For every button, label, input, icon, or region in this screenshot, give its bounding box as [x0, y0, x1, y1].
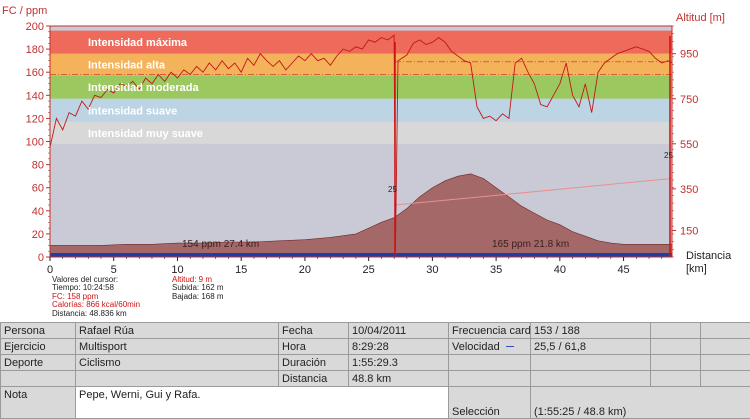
right-tick-label: 950 [680, 49, 698, 61]
right-tick-label: 750 [680, 94, 698, 106]
deporte-value[interactable]: Ciclismo [76, 355, 279, 371]
right-tick-label: 150 [680, 225, 698, 237]
x-tick-label: 40 [554, 264, 566, 276]
left-tick-label: 0 [38, 252, 44, 264]
distancia-label: Distancia [279, 371, 349, 387]
annotation-2: 165 ppm 21.8 km [492, 239, 569, 250]
x-tick-label: 45 [617, 264, 629, 276]
heart-rate-chart[interactable]: Intensidad máxima Intensidad alta Intensid… [0, 0, 750, 322]
left-tick-label: 140 [26, 90, 44, 102]
left-tick-label: 200 [26, 21, 44, 33]
left-axis-label: FC / ppm [2, 5, 47, 17]
left-tick-label: 40 [32, 206, 44, 218]
velocidad-legend-line [506, 346, 514, 347]
exercise-info-table: Persona Rafael Rúa Fecha 10/04/2011 Frec… [0, 322, 750, 419]
velocidad-cell: Velocidad [449, 339, 531, 355]
x-tick-label: 35 [490, 264, 502, 276]
left-tick-label: 120 [26, 113, 44, 125]
cursor-distancia: Distancia: 48.836 km [52, 310, 140, 318]
seleccion-value: (1:55:25 / 48.8 km) [531, 387, 750, 419]
seleccion-label: Selección [449, 387, 531, 419]
annotation-3: 25 [388, 185, 397, 194]
hora-label: Hora [279, 339, 349, 355]
zone-label-0: Intensidad máxima [88, 37, 188, 49]
deporte-label: Deporte [1, 355, 76, 371]
x-tick-label: 25 [363, 264, 375, 276]
annotation-4: 25 [664, 151, 673, 160]
persona-label: Persona [1, 323, 76, 339]
cursor-info: Valores del cursor: Tiempo: 10:24:58 FC:… [52, 276, 140, 318]
x-axis-label-2: [km] [686, 263, 707, 275]
distancia-value: 48.8 km [349, 371, 449, 387]
x-tick-label: 30 [426, 264, 438, 276]
left-tick-label: 80 [32, 160, 44, 172]
left-tick-label: 60 [32, 183, 44, 195]
altitude-info: Altitud: 9 m Subida: 162 m Bajada: 168 m [172, 276, 224, 301]
right-tick-label: 350 [680, 184, 698, 196]
velocidad-value: 25,5 / 61,8 [531, 339, 651, 355]
annotation-1: 154 ppm 27.4 km [182, 239, 259, 250]
fecha-label: Fecha [279, 323, 349, 339]
frecuencia-label: Frecuencia cardi [449, 323, 531, 339]
left-tick-label: 180 [26, 44, 44, 56]
frecuencia-value: 153 / 188 [531, 323, 651, 339]
x-tick-label: 20 [299, 264, 311, 276]
zone-label-4: Intensidad muy suave [88, 128, 203, 140]
cursor-bajada: Bajada: 168 m [172, 293, 224, 301]
right-axis-label: Altitud [m] [676, 12, 725, 24]
x-axis-label-1: Distancia [686, 250, 732, 262]
left-tick-label: 20 [32, 229, 44, 241]
fecha-value: 10/04/2011 [349, 323, 449, 339]
hora-value: 8:29:28 [349, 339, 449, 355]
velocidad-label: Velocidad [452, 341, 500, 353]
zone-label-1: Intensidad alta [88, 60, 166, 72]
ejercicio-value[interactable]: Multisport [76, 339, 279, 355]
duracion-value: 1:55:29.3 [349, 355, 449, 371]
speed-band [50, 253, 672, 257]
nota-label: Nota [1, 387, 76, 419]
duracion-label: Duración [279, 355, 349, 371]
nota-value[interactable]: Pepe, Werni, Gui y Rafa. [76, 387, 449, 419]
zone-label-2: Intensidad moderada [88, 82, 200, 94]
ejercicio-label: Ejercicio [1, 339, 76, 355]
right-tick-label: 550 [680, 139, 698, 151]
zone-label-3: Intensidad suave [88, 105, 177, 117]
left-tick-label: 100 [26, 137, 44, 149]
x-tick-label: 15 [235, 264, 247, 276]
persona-value[interactable]: Rafael Rúa [76, 323, 279, 339]
left-tick-label: 160 [26, 67, 44, 79]
